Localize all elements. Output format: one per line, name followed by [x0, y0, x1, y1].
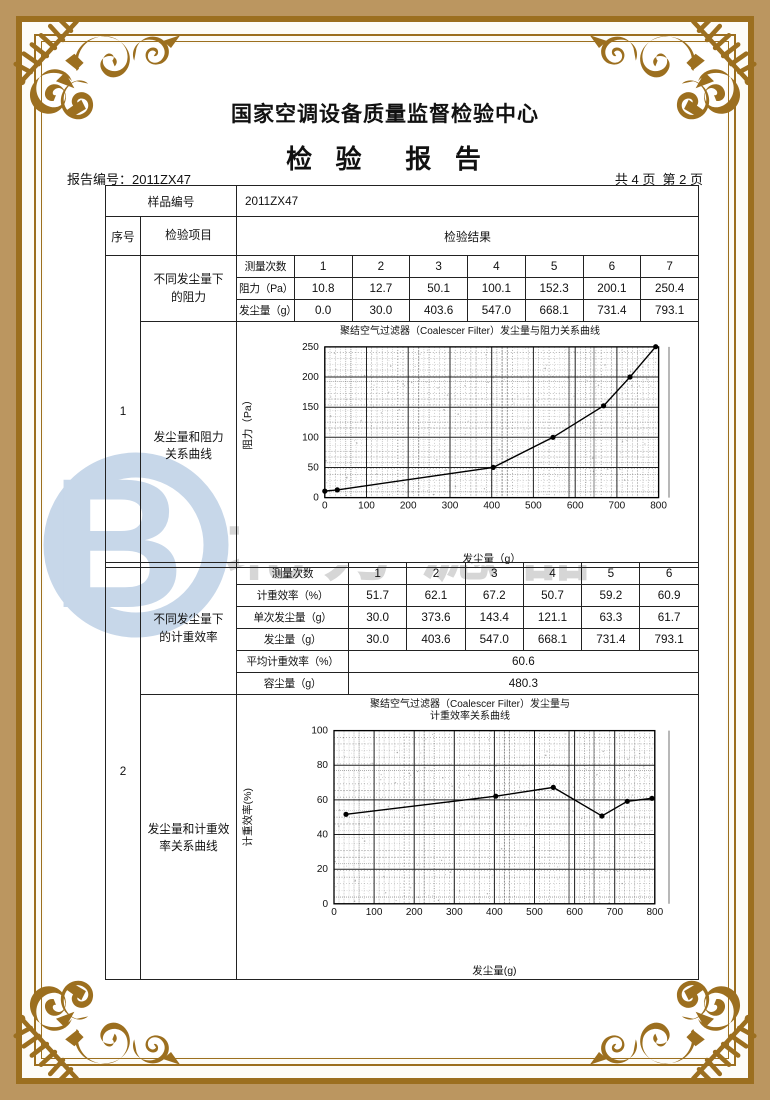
svg-text:700: 700: [609, 501, 626, 512]
svg-text:200: 200: [400, 501, 417, 512]
svg-text:60: 60: [317, 795, 329, 806]
svg-text:700: 700: [606, 907, 623, 918]
svg-text:聚结空气过滤器（Coalescer Filter）发尘量与: 聚结空气过滤器（Coalescer Filter）发尘量与: [370, 697, 570, 710]
svg-text:250: 250: [302, 342, 319, 353]
svg-text:100: 100: [311, 726, 328, 737]
svg-text:600: 600: [567, 501, 584, 512]
svg-text:0: 0: [331, 907, 337, 918]
svg-text:40: 40: [317, 830, 329, 841]
svg-text:400: 400: [486, 907, 503, 918]
svg-text:聚结空气过滤器（Coalescer Filter）发尘量与阻: 聚结空气过滤器（Coalescer Filter）发尘量与阻力关系曲线: [340, 324, 600, 337]
svg-text:0: 0: [313, 493, 319, 504]
svg-text:400: 400: [483, 501, 500, 512]
svg-text:500: 500: [525, 501, 542, 512]
svg-text:0: 0: [322, 501, 328, 512]
svg-text:300: 300: [442, 501, 459, 512]
svg-text:计重效率关系曲线: 计重效率关系曲线: [430, 709, 510, 722]
svg-text:阻力（Pa）: 阻力（Pa）: [241, 395, 254, 450]
svg-text:500: 500: [526, 907, 543, 918]
svg-text:100: 100: [358, 501, 375, 512]
svg-text:50: 50: [308, 463, 320, 474]
svg-text:800: 800: [646, 907, 663, 918]
svg-text:300: 300: [446, 907, 463, 918]
svg-text:600: 600: [566, 907, 583, 918]
svg-text:150: 150: [302, 402, 319, 413]
svg-text:200: 200: [302, 372, 319, 383]
svg-text:100: 100: [302, 432, 319, 443]
svg-text:200: 200: [406, 907, 423, 918]
svg-text:发尘量(g): 发尘量(g): [472, 964, 516, 977]
svg-text:80: 80: [317, 760, 329, 771]
svg-text:100: 100: [366, 907, 383, 918]
svg-text:20: 20: [317, 864, 329, 875]
svg-text:计重效率(%): 计重效率(%): [241, 788, 254, 846]
svg-text:0: 0: [322, 899, 328, 910]
svg-text:800: 800: [650, 501, 667, 512]
